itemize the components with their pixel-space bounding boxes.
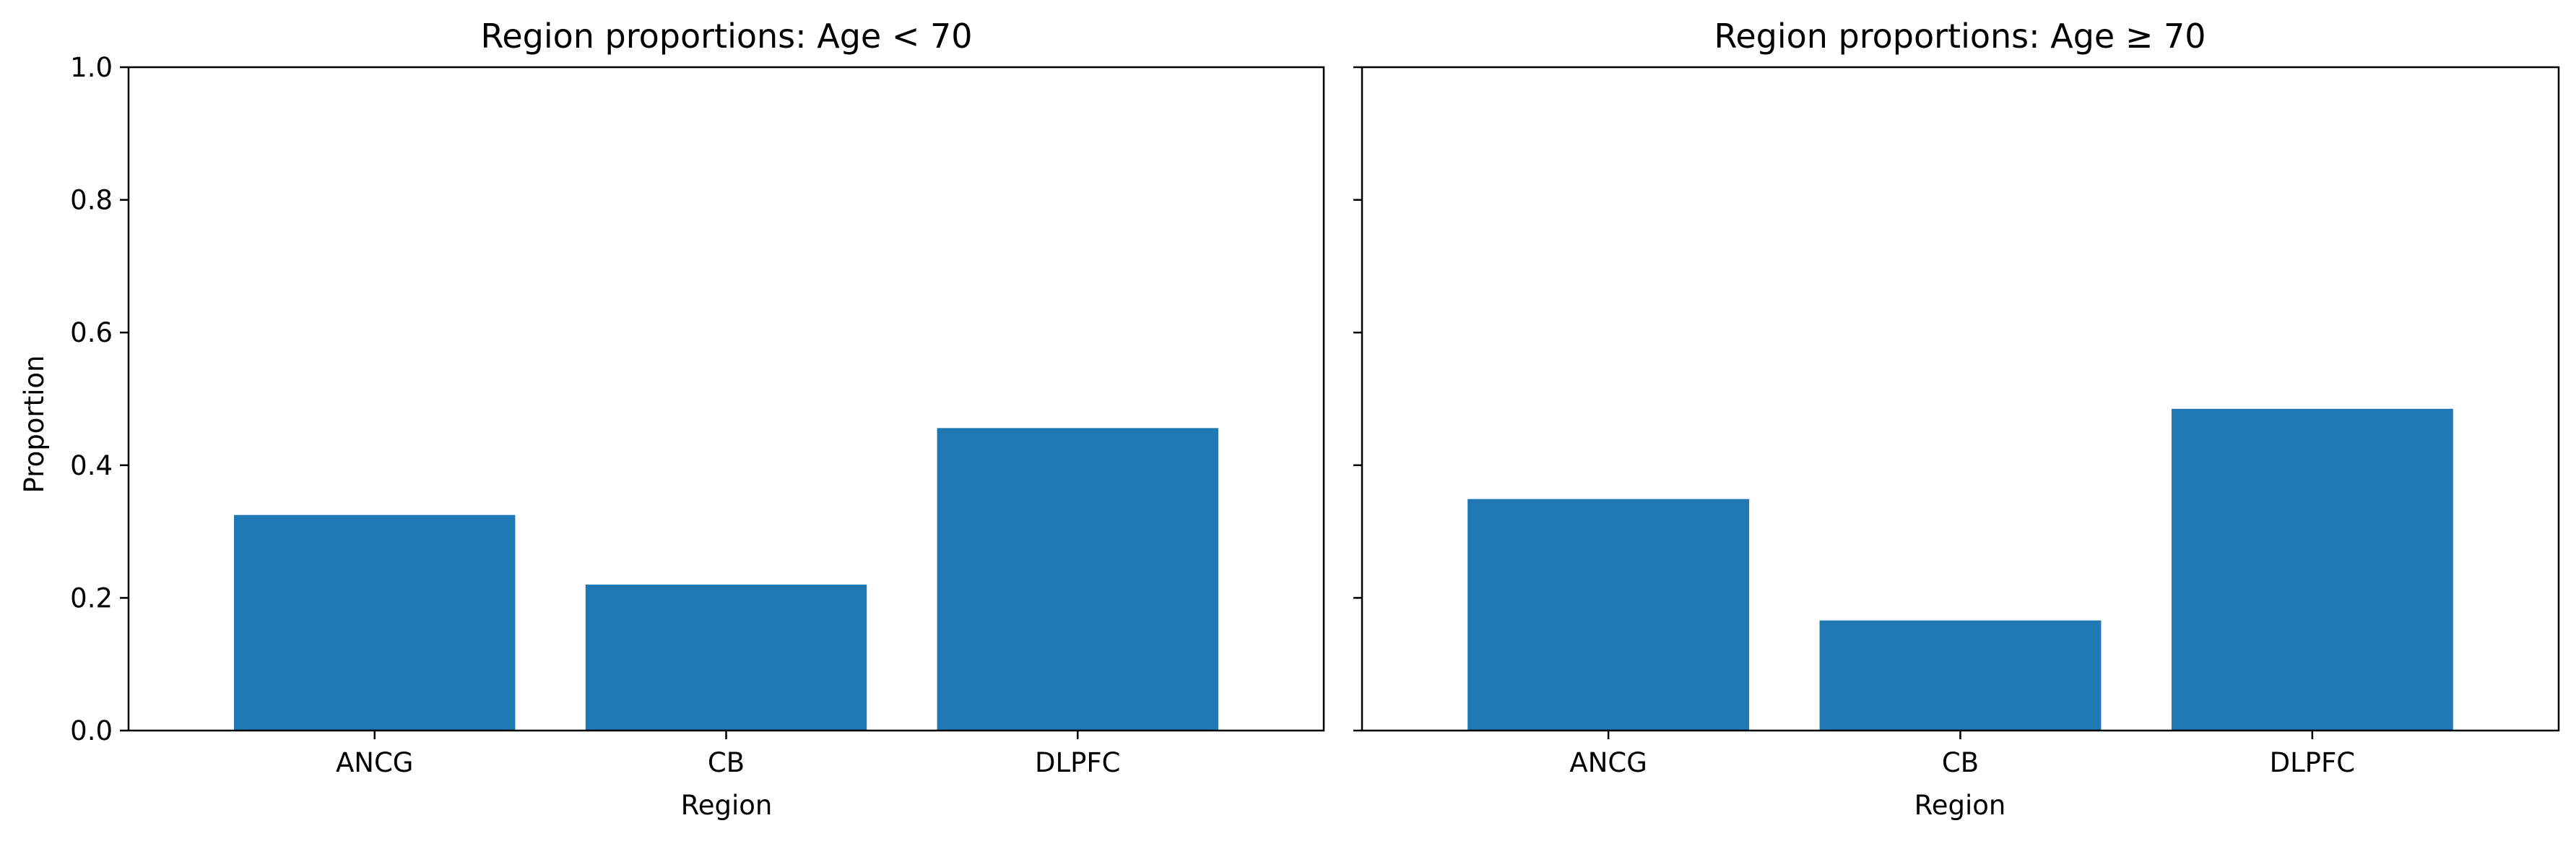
left-bar-cb bbox=[585, 585, 867, 731]
left-y-tick-label: 0.4 bbox=[70, 450, 113, 481]
right-bar-dlpfc bbox=[2171, 408, 2453, 731]
left-bar-ancg bbox=[234, 514, 516, 731]
left-chart-title: Region proportions: Age < 70 bbox=[480, 17, 972, 56]
left-y-axis-label: Proportion bbox=[19, 356, 50, 494]
left-y-tick-label: 0.0 bbox=[70, 715, 113, 746]
right-chart-panel: Region proportions: Age ≥ 70 Region ANCG… bbox=[1353, 17, 2560, 821]
left-x-tick-label-cb: CB bbox=[708, 747, 745, 778]
left-y-tick-label: 0.6 bbox=[70, 317, 113, 348]
right-x-tick-label-ancg: ANCG bbox=[1569, 747, 1647, 778]
left-chart-panel: Region proportions: Age < 70 Proportion … bbox=[19, 17, 1325, 821]
right-x-tick-label-cb: CB bbox=[1942, 747, 1979, 778]
left-x-axis-label: Region bbox=[681, 790, 773, 821]
left-x-tick-label-ancg: ANCG bbox=[336, 747, 414, 778]
left-y-tick-label: 1.0 bbox=[70, 52, 113, 83]
right-bar-cb bbox=[1819, 620, 2102, 731]
left-y-tick-label: 0.2 bbox=[70, 582, 113, 613]
left-y-tick-label: 0.8 bbox=[70, 185, 113, 216]
left-x-tick-label-dlpfc: DLPFC bbox=[1035, 747, 1121, 778]
right-x-tick-label-dlpfc: DLPFC bbox=[2270, 747, 2356, 778]
right-x-axis-label: Region bbox=[1914, 790, 2006, 821]
right-chart-title: Region proportions: Age ≥ 70 bbox=[1714, 17, 2206, 56]
left-bar-dlpfc bbox=[937, 428, 1218, 731]
right-bar-ancg bbox=[1467, 499, 1750, 731]
